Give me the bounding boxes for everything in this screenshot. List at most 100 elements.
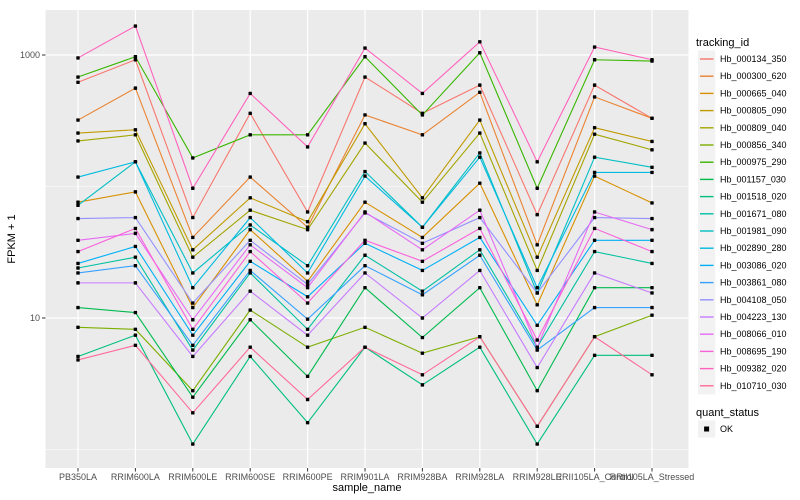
data-point [592, 83, 597, 87]
data-point [535, 323, 539, 328]
data-point [535, 442, 539, 446]
data-point [363, 345, 367, 349]
data-point [363, 169, 367, 174]
data-point [363, 113, 367, 117]
data-point [76, 249, 80, 254]
data-point [248, 243, 252, 247]
data-point [76, 200, 80, 204]
data-point [133, 343, 138, 348]
legend-entries: Hb_000134_350 Hb_000300_620 Hb_000665_040 H… [698, 50, 787, 395]
data-point [420, 225, 425, 229]
legend-label: Hb_000975_290 [720, 157, 787, 167]
data-point [191, 395, 195, 399]
data-point [76, 56, 80, 60]
legend-label: Hb_004223_130 [720, 312, 787, 322]
data-point [535, 388, 539, 393]
data-point [650, 291, 654, 295]
data-point [248, 345, 252, 349]
data-point [592, 249, 597, 254]
data-point [305, 279, 310, 284]
data-point [248, 111, 252, 116]
data-point [363, 271, 367, 275]
data-point [478, 248, 482, 252]
data-point [133, 128, 138, 132]
data-point [650, 116, 654, 121]
data-point [248, 249, 252, 254]
data-point [592, 335, 597, 339]
data-point [191, 343, 195, 348]
data-point [592, 132, 597, 136]
data-point [133, 86, 138, 90]
data-point [133, 215, 138, 220]
data-point [535, 255, 539, 259]
x-tick-label: RRIM901LA [340, 472, 389, 482]
legend-label: Hb_003861_080 [720, 278, 787, 288]
data-point [191, 333, 195, 337]
data-point [191, 235, 195, 240]
data-point [592, 226, 597, 231]
legend-label: Hb_001671_080 [720, 209, 787, 219]
x-tick-label: RRIM928LA [455, 472, 504, 482]
data-point [535, 348, 539, 352]
data-point [305, 374, 310, 379]
data-point [248, 227, 252, 232]
data-point [363, 46, 367, 50]
legend-label: Hb_009382_020 [720, 364, 787, 374]
data-point [592, 58, 597, 62]
data-point [592, 155, 597, 159]
data-point [363, 174, 367, 178]
data-point [478, 208, 482, 212]
data-point [248, 289, 252, 293]
legend-label: Hb_004108_050 [720, 295, 787, 305]
data-point [478, 51, 482, 55]
x-tick-label: RRII105LA_Stressed [610, 472, 695, 482]
data-point [133, 231, 138, 236]
data-point [478, 345, 482, 349]
data-point [650, 227, 654, 232]
data-point [76, 216, 80, 221]
x-tick-label: RRIM600PE [283, 472, 333, 482]
data-point [363, 75, 367, 79]
quant-status-entry: OK [698, 420, 733, 438]
data-point [592, 95, 597, 99]
data-point [650, 165, 654, 169]
data-point [535, 291, 539, 295]
x-tick-label: RRII105LA_Control [556, 472, 634, 482]
data-point [478, 215, 482, 220]
data-point [76, 131, 80, 135]
legend-label: Hb_000809_040 [720, 123, 787, 133]
data-point [76, 75, 80, 79]
data-point [76, 305, 80, 310]
data-point [420, 91, 425, 96]
legend-label: Hb_000300_620 [720, 71, 787, 81]
data-point [535, 243, 539, 247]
data-point [305, 145, 310, 149]
data-point [191, 301, 195, 305]
data-point [478, 285, 482, 290]
quant-status-point-icon [704, 426, 710, 432]
x-tick-label: RRIM928BA [397, 472, 447, 482]
data-point [133, 281, 138, 285]
data-point [592, 353, 597, 358]
legend-label: Hb_000134_350 [720, 54, 787, 64]
y-tick-label: 1000 [20, 50, 40, 60]
data-point [535, 424, 539, 429]
data-point [650, 373, 654, 377]
legend-label: Hb_010710_030 [720, 381, 787, 391]
data-point [133, 55, 138, 59]
data-point [420, 289, 425, 293]
data-point [535, 303, 539, 307]
data-point [478, 118, 482, 122]
data-point [478, 253, 482, 257]
data-point [133, 160, 138, 164]
data-point [133, 263, 138, 268]
x-tick-label: RRIM600SE [225, 472, 275, 482]
data-point [478, 40, 482, 44]
data-point [363, 122, 367, 126]
data-point [133, 255, 138, 259]
data-point [191, 305, 195, 310]
data-point [76, 354, 80, 359]
data-point [248, 268, 252, 273]
data-point [650, 313, 654, 317]
